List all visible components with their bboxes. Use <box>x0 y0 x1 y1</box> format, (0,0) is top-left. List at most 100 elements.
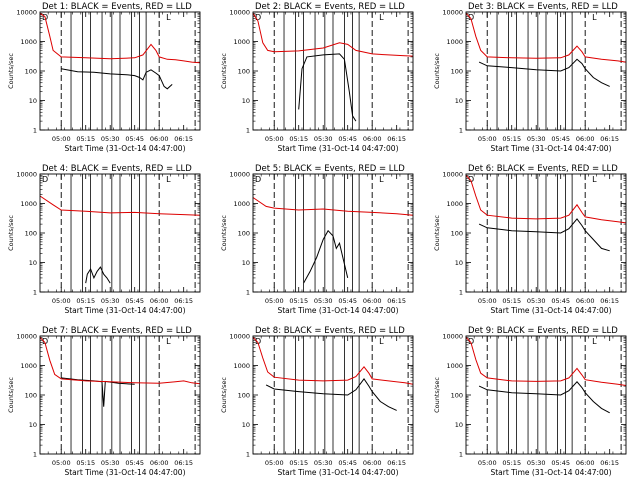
y-tick-label: 10 <box>29 421 37 429</box>
top-marker-label: D <box>468 13 474 22</box>
chart-title: Det 5: BLACK = Events, RED = LLD <box>255 164 405 174</box>
events-series-line <box>478 218 610 252</box>
x-tick-label: 05:45 <box>125 297 144 305</box>
top-marker-label: L <box>379 13 384 22</box>
y-axis-label: Counts/sec <box>7 215 15 251</box>
y-tick-label: 10 <box>455 421 463 429</box>
events-series-line <box>478 381 610 414</box>
chart-title: Det 4: BLACK = Events, RED = LLD <box>42 164 192 174</box>
y-tick-label: 100 <box>451 68 463 76</box>
y-tick-label: 100 <box>238 392 250 400</box>
x-tick-label: 06:15 <box>387 459 406 467</box>
x-tick-label: 05:15 <box>76 135 95 143</box>
events-series-line <box>61 68 173 90</box>
x-tick-label: 05:00 <box>265 297 284 305</box>
chart-panel-8: Det 8: BLACK = Events, RED = LLD Counts/s… <box>220 326 414 477</box>
top-marker-label: L <box>379 175 384 184</box>
x-axis-label: Start Time (31-Oct-14 04:47:00) <box>64 144 185 153</box>
y-axis-label: Counts/sec <box>220 377 228 413</box>
x-tick-label: 05:00 <box>52 297 71 305</box>
y-tick-label: 1 <box>246 451 250 459</box>
lld-series-line <box>252 197 414 216</box>
y-tick-label: 1 <box>33 451 37 459</box>
chart-title: Det 1: BLACK = Events, RED = LLD <box>42 2 192 12</box>
x-tick-label: 05:30 <box>314 297 333 305</box>
y-tick-label: 1 <box>459 289 463 297</box>
x-tick-label: 05:00 <box>478 459 497 467</box>
y-tick-label: 1000 <box>446 362 463 370</box>
events-series-line <box>85 266 111 284</box>
chart-panel-7: Det 7: BLACK = Events, RED = LLD Counts/s… <box>7 326 201 477</box>
chart-title: Det 7: BLACK = Events, RED = LLD <box>42 326 192 336</box>
top-marker-label: D <box>468 175 474 184</box>
chart-panel-3: Det 3: BLACK = Events, RED = LLD Counts/s… <box>433 2 627 153</box>
plot-frame <box>465 335 627 455</box>
chart-title: Det 2: BLACK = Events, RED = LLD <box>255 2 405 12</box>
y-tick-label: 1000 <box>20 362 37 370</box>
plot-frame <box>39 335 201 455</box>
x-tick-label: 05:00 <box>265 135 284 143</box>
y-tick-label: 1000 <box>233 362 250 370</box>
y-tick-label: 1000 <box>20 38 37 46</box>
y-tick-label: 1 <box>33 289 37 297</box>
x-tick-label: 05:45 <box>125 135 144 143</box>
y-tick-label: 1000 <box>20 200 37 208</box>
x-tick-label: 06:00 <box>363 297 382 305</box>
x-axis-label: Start Time (31-Oct-14 04:47:00) <box>277 306 398 315</box>
x-tick-label: 05:00 <box>52 135 71 143</box>
chart-title: Det 8: BLACK = Events, RED = LLD <box>255 326 405 336</box>
x-tick-label: 06:00 <box>150 297 169 305</box>
y-tick-label: 10 <box>242 421 250 429</box>
x-axis-label: Start Time (31-Oct-14 04:47:00) <box>490 144 611 153</box>
x-tick-label: 06:15 <box>174 297 193 305</box>
top-marker-label: L <box>166 13 171 22</box>
lld-series-line <box>39 12 201 64</box>
x-tick-label: 05:30 <box>527 459 546 467</box>
x-tick-label: 06:15 <box>600 135 619 143</box>
x-tick-label: 06:15 <box>174 135 193 143</box>
events-series-line <box>61 377 135 407</box>
x-tick-label: 05:00 <box>265 459 284 467</box>
events-series-line <box>303 229 349 284</box>
x-tick-label: 05:45 <box>338 135 357 143</box>
y-tick-label: 1 <box>459 127 463 135</box>
y-tick-label: 100 <box>25 68 37 76</box>
lld-series-line <box>465 12 627 63</box>
chart-panel-2: Det 2: BLACK = Events, RED = LLD Counts/s… <box>220 2 414 153</box>
lld-series-line <box>465 174 627 224</box>
x-tick-label: 05:45 <box>125 459 144 467</box>
top-marker-label: L <box>592 13 597 22</box>
x-tick-label: 05:45 <box>551 135 570 143</box>
top-marker-label: L <box>592 175 597 184</box>
y-axis-label: Counts/sec <box>433 215 441 251</box>
x-tick-label: 05:45 <box>551 459 570 467</box>
top-marker-label: L <box>166 175 171 184</box>
y-tick-label: 100 <box>451 392 463 400</box>
plot-frame <box>39 11 201 131</box>
chart-panel-9: Det 9: BLACK = Events, RED = LLD Counts/s… <box>433 326 627 477</box>
top-marker-label: D <box>255 13 261 22</box>
y-tick-label: 100 <box>238 230 250 238</box>
x-axis-label: Start Time (31-Oct-14 04:47:00) <box>490 468 611 477</box>
x-tick-label: 05:45 <box>338 297 357 305</box>
x-axis-label: Start Time (31-Oct-14 04:47:00) <box>64 468 185 477</box>
x-tick-label: 05:15 <box>502 135 521 143</box>
top-marker-label: D <box>42 175 48 184</box>
plot-frame <box>252 11 414 131</box>
y-axis-label: Counts/sec <box>220 215 228 251</box>
x-tick-label: 06:15 <box>387 297 406 305</box>
x-axis-label: Start Time (31-Oct-14 04:47:00) <box>64 306 185 315</box>
x-tick-label: 05:30 <box>101 297 120 305</box>
x-tick-label: 05:45 <box>551 297 570 305</box>
x-tick-label: 06:00 <box>363 135 382 143</box>
y-tick-label: 10000 <box>16 333 37 341</box>
y-tick-label: 100 <box>25 392 37 400</box>
lld-series-line <box>465 336 627 386</box>
y-tick-label: 1000 <box>233 200 250 208</box>
chart-title: Det 6: BLACK = Events, RED = LLD <box>468 164 618 174</box>
top-marker-label: D <box>42 337 48 346</box>
y-tick-label: 10000 <box>229 333 250 341</box>
y-tick-label: 10 <box>29 97 37 105</box>
x-tick-label: 05:15 <box>502 459 521 467</box>
x-tick-label: 06:15 <box>600 459 619 467</box>
